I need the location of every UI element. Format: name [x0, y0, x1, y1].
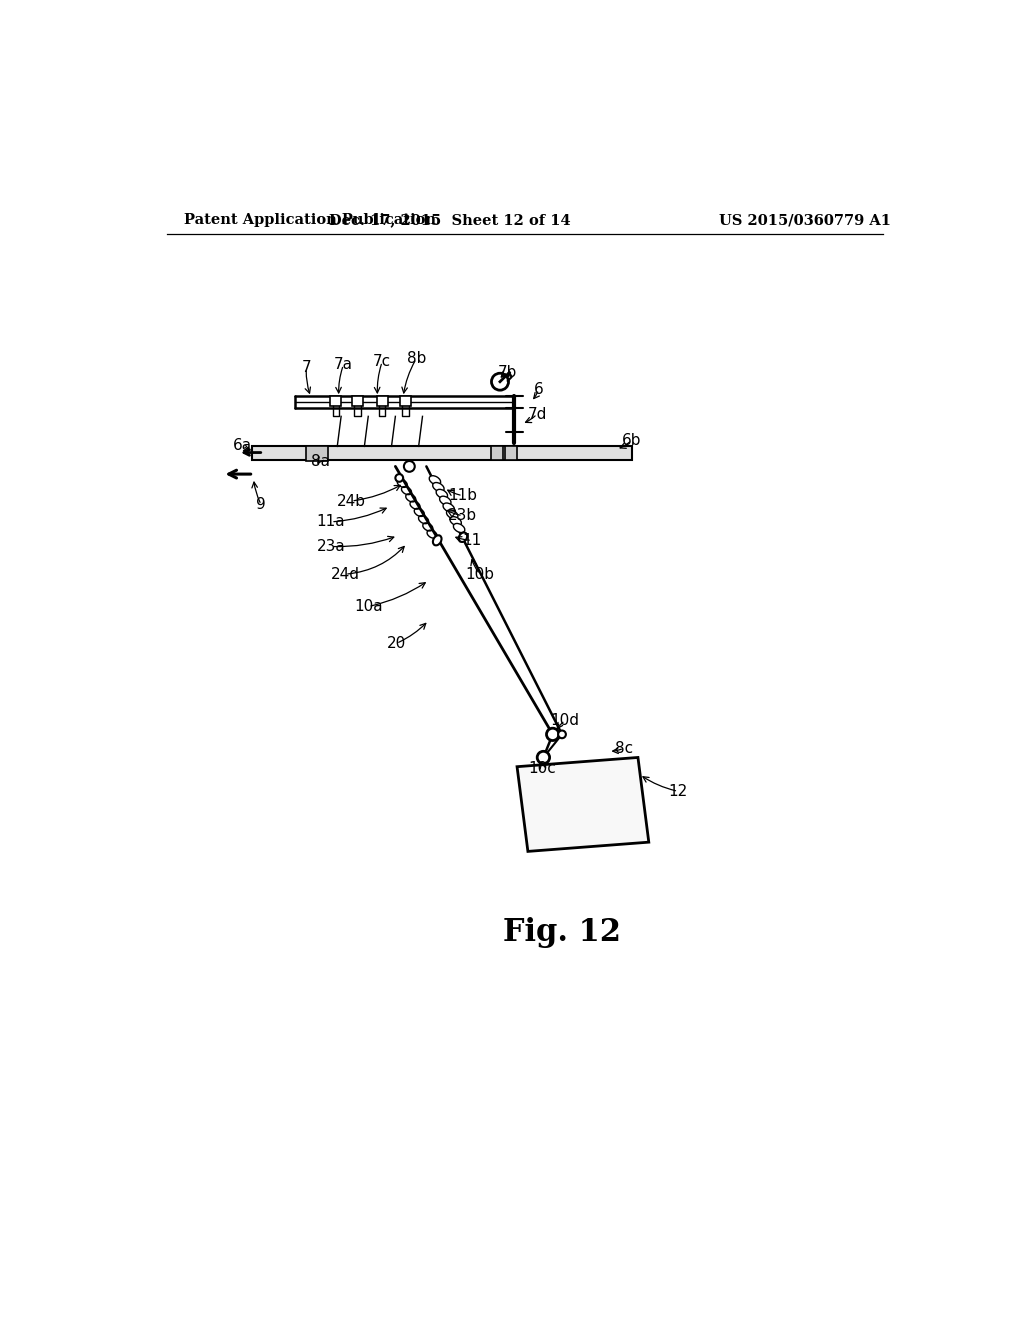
- Text: 7d: 7d: [527, 407, 547, 421]
- Text: Fig. 12: Fig. 12: [503, 917, 621, 948]
- Circle shape: [547, 729, 559, 741]
- Circle shape: [492, 374, 509, 391]
- Text: 6: 6: [534, 381, 544, 397]
- Text: 7a: 7a: [334, 358, 353, 372]
- Text: 6b: 6b: [622, 433, 641, 447]
- Text: 23b: 23b: [449, 508, 477, 523]
- Text: 10c: 10c: [528, 760, 556, 776]
- Text: Patent Application Publication: Patent Application Publication: [183, 213, 436, 227]
- Polygon shape: [517, 758, 649, 851]
- Bar: [505, 446, 517, 461]
- Ellipse shape: [443, 503, 455, 512]
- Ellipse shape: [454, 524, 465, 532]
- Text: 20: 20: [386, 636, 406, 651]
- Text: 6a: 6a: [233, 438, 252, 453]
- Text: 24d: 24d: [331, 566, 359, 582]
- Text: 7: 7: [301, 360, 311, 375]
- Text: 8a: 8a: [310, 454, 330, 469]
- Circle shape: [558, 730, 566, 738]
- Text: 10b: 10b: [465, 566, 495, 582]
- Text: 10a: 10a: [354, 599, 383, 614]
- Text: 10d: 10d: [551, 713, 580, 729]
- Ellipse shape: [433, 483, 444, 491]
- Ellipse shape: [446, 510, 458, 519]
- Ellipse shape: [439, 496, 451, 506]
- Text: 11: 11: [463, 533, 481, 548]
- Text: 8c: 8c: [615, 741, 633, 756]
- Text: 7c: 7c: [373, 354, 391, 370]
- Text: 23a: 23a: [316, 539, 345, 554]
- Bar: [490, 446, 503, 461]
- Text: 9: 9: [256, 498, 266, 512]
- Text: US 2015/0360779 A1: US 2015/0360779 A1: [719, 213, 891, 227]
- Bar: [306, 446, 328, 461]
- Ellipse shape: [429, 475, 440, 484]
- Ellipse shape: [459, 532, 467, 543]
- Text: Dec. 17, 2015  Sheet 12 of 14: Dec. 17, 2015 Sheet 12 of 14: [329, 213, 570, 227]
- Text: 11b: 11b: [449, 488, 477, 503]
- Bar: [377, 396, 388, 407]
- Circle shape: [403, 461, 415, 471]
- Ellipse shape: [436, 490, 447, 499]
- Ellipse shape: [433, 536, 441, 545]
- Text: 7b: 7b: [498, 364, 517, 380]
- Text: 24b: 24b: [337, 494, 366, 508]
- Circle shape: [395, 474, 403, 482]
- Ellipse shape: [450, 516, 462, 525]
- Bar: [352, 396, 362, 407]
- Circle shape: [538, 751, 550, 763]
- Text: 11a: 11a: [316, 515, 345, 529]
- Bar: [400, 396, 411, 407]
- Text: 12: 12: [669, 784, 688, 799]
- Polygon shape: [252, 446, 632, 461]
- Bar: [331, 396, 341, 407]
- Text: 8b: 8b: [407, 351, 426, 366]
